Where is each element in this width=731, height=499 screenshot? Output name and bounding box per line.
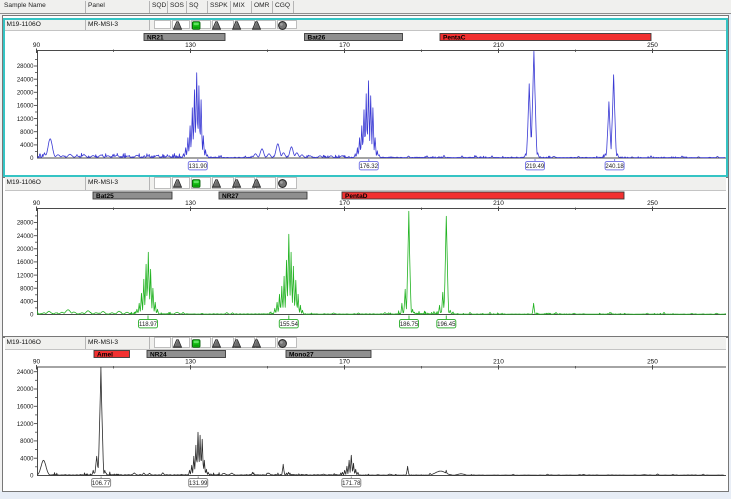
svg-text:NR21: NR21 [147,34,164,41]
svg-text:90: 90 [33,42,41,49]
svg-text:0: 0 [30,156,34,162]
svg-text:130: 130 [185,359,196,366]
svg-text:176.32: 176.32 [360,164,379,170]
svg-text:130: 130 [185,42,196,49]
svg-text:NR27: NR27 [222,193,239,200]
svg-text:4000: 4000 [20,143,34,149]
svg-text:PentaD: PentaD [345,193,368,200]
svg-text:210: 210 [493,42,504,49]
svg-text:24000: 24000 [17,370,34,376]
svg-text:130: 130 [185,200,196,207]
svg-text:106.77: 106.77 [92,481,111,487]
svg-text:250: 250 [647,42,658,49]
svg-text:90: 90 [33,359,41,366]
svg-text:16000: 16000 [17,260,34,266]
svg-text:0: 0 [30,313,34,319]
svg-text:24000: 24000 [17,234,34,240]
svg-text:Bat26: Bat26 [308,34,326,41]
svg-text:28000: 28000 [17,64,34,70]
svg-text:196.45: 196.45 [437,322,456,328]
svg-text:8000: 8000 [20,130,34,136]
svg-text:28000: 28000 [17,221,34,227]
svg-text:Amel: Amel [97,351,113,358]
svg-text:170: 170 [339,42,350,49]
svg-text:171.78: 171.78 [342,481,361,487]
svg-text:170: 170 [339,359,350,366]
svg-text:118.97: 118.97 [139,322,158,328]
svg-text:250: 250 [647,200,658,207]
svg-text:0: 0 [30,474,34,480]
svg-text:NR24: NR24 [150,351,167,358]
svg-text:20000: 20000 [17,247,34,253]
svg-text:186.75: 186.75 [400,322,419,328]
svg-text:PentaC: PentaC [443,34,466,41]
svg-text:8000: 8000 [20,439,34,445]
svg-text:210: 210 [493,200,504,207]
svg-text:4000: 4000 [20,456,34,462]
svg-text:Bat25: Bat25 [96,193,114,200]
svg-text:12000: 12000 [17,273,34,279]
svg-text:210: 210 [493,359,504,366]
svg-text:170: 170 [339,200,350,207]
svg-text:4000: 4000 [20,300,34,306]
svg-text:131.90: 131.90 [189,164,208,170]
svg-text:250: 250 [647,359,658,366]
svg-text:219.49: 219.49 [526,164,545,170]
svg-text:20000: 20000 [17,91,34,97]
svg-text:16000: 16000 [17,104,34,110]
svg-text:155.54: 155.54 [280,322,299,328]
svg-text:16000: 16000 [17,405,34,411]
svg-text:131.99: 131.99 [189,481,208,487]
svg-text:12000: 12000 [17,117,34,123]
svg-text:90: 90 [33,200,41,207]
svg-text:24000: 24000 [17,77,34,83]
svg-text:240.18: 240.18 [605,164,624,170]
svg-text:12000: 12000 [17,422,34,428]
svg-text:20000: 20000 [17,387,34,393]
svg-text:Mono27: Mono27 [289,351,314,358]
svg-text:8000: 8000 [20,286,34,292]
